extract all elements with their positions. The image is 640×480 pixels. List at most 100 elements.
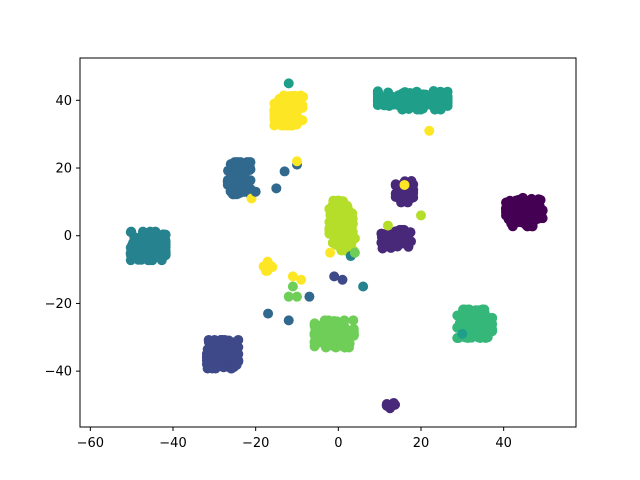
data-point	[524, 195, 535, 206]
x-axis: −60 −40 −20 0 20 40	[77, 427, 512, 451]
data-point	[336, 206, 347, 217]
y-tick-label: 0	[64, 229, 72, 244]
data-point	[347, 213, 358, 224]
data-point	[384, 236, 395, 247]
data-point	[340, 324, 351, 335]
data-point	[372, 99, 383, 110]
data-point	[125, 248, 136, 259]
data-point	[276, 99, 287, 110]
data-point	[469, 317, 480, 328]
data-point	[452, 310, 463, 321]
data-point	[279, 166, 290, 177]
data-point	[336, 229, 347, 240]
data-point	[283, 78, 294, 89]
data-point	[263, 308, 274, 319]
data-point	[232, 189, 243, 200]
data-point	[339, 342, 350, 353]
x-tick-label: −60	[77, 436, 104, 451]
data-point	[358, 281, 369, 292]
x-tick-label: −40	[159, 436, 186, 451]
data-point	[287, 281, 298, 292]
data-point	[298, 91, 309, 102]
plot-frame	[79, 57, 577, 428]
y-tick-label: 20	[55, 162, 72, 177]
data-point	[271, 183, 282, 194]
data-point	[286, 98, 297, 109]
data-point	[349, 247, 360, 258]
data-point	[403, 98, 414, 109]
x-tick-label: −20	[242, 436, 269, 451]
data-point	[478, 320, 489, 331]
data-point	[309, 341, 320, 352]
data-point	[412, 93, 423, 104]
data-point	[297, 100, 308, 111]
data-point	[396, 224, 407, 235]
data-point	[424, 125, 435, 136]
data-point	[381, 400, 392, 411]
data-point	[347, 226, 358, 237]
data-point	[250, 186, 261, 197]
y-tick-label: −20	[45, 297, 72, 312]
data-point	[390, 399, 401, 410]
data-point	[283, 315, 294, 326]
x-tick-label: 0	[334, 436, 342, 451]
y-axis: −40 −20 0 20 40	[45, 94, 80, 380]
data-point	[288, 112, 299, 123]
data-point	[313, 332, 324, 343]
data-point	[329, 271, 340, 282]
data-point	[283, 291, 294, 302]
data-point	[158, 229, 169, 240]
data-point	[348, 330, 359, 341]
data-point	[407, 180, 418, 191]
data-point	[208, 358, 219, 369]
data-point	[296, 274, 307, 285]
data-point	[457, 328, 468, 339]
data-point	[526, 206, 537, 217]
data-point	[328, 197, 339, 208]
data-point	[217, 352, 228, 363]
data-point	[139, 246, 150, 257]
data-point	[395, 95, 406, 106]
data-point	[435, 104, 446, 115]
data-point	[208, 347, 219, 358]
data-point	[348, 315, 359, 326]
data-point	[325, 247, 336, 258]
data-point	[210, 337, 221, 348]
y-tick-label: −40	[45, 365, 72, 380]
data-point	[324, 223, 335, 234]
data-point	[128, 238, 139, 249]
data-point	[416, 210, 426, 221]
data-point	[512, 211, 523, 222]
data-point	[292, 156, 302, 167]
data-point	[292, 291, 302, 302]
scatter-points	[125, 78, 548, 414]
data-point	[143, 228, 154, 239]
data-point	[145, 239, 156, 250]
data-point	[231, 166, 242, 177]
data-point	[224, 179, 235, 190]
x-tick-label: 20	[413, 436, 430, 451]
data-point	[327, 328, 338, 339]
data-point	[258, 261, 269, 272]
data-point	[382, 220, 393, 231]
data-point	[133, 254, 144, 265]
data-point	[304, 291, 315, 302]
y-tick-label: 40	[55, 94, 72, 109]
data-point	[234, 175, 245, 186]
data-point	[269, 108, 280, 119]
data-point	[429, 92, 440, 103]
data-point	[337, 274, 348, 285]
data-point	[501, 204, 512, 215]
data-point	[325, 210, 336, 221]
x-tick-label: 40	[495, 436, 512, 451]
data-point	[478, 313, 489, 324]
data-point	[328, 338, 339, 349]
data-point	[338, 196, 349, 207]
data-point	[403, 233, 414, 244]
data-point	[336, 245, 347, 256]
data-point	[160, 242, 171, 253]
data-point	[525, 218, 536, 229]
data-point	[399, 179, 410, 190]
data-point	[323, 315, 334, 326]
